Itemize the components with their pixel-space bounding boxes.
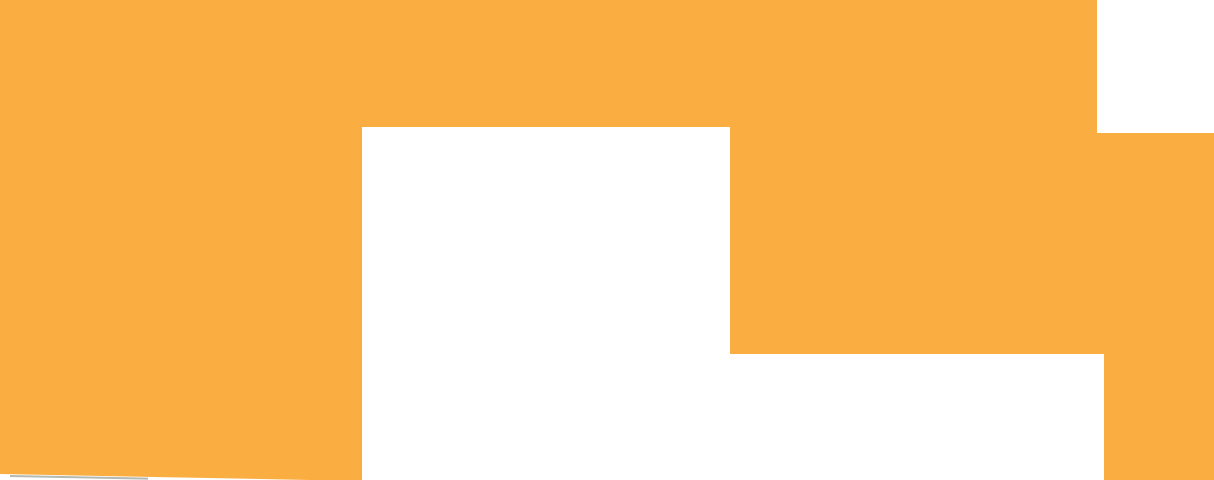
bottom-right-orange-block	[1104, 354, 1214, 480]
top-orange-band	[362, 0, 1214, 127]
bottom-white-strip	[730, 354, 1104, 480]
central-white-gap	[362, 127, 730, 480]
mid-right-orange-band	[730, 127, 1214, 354]
left-orange-block	[0, 0, 362, 480]
top-right-white-notch	[1097, 0, 1214, 133]
